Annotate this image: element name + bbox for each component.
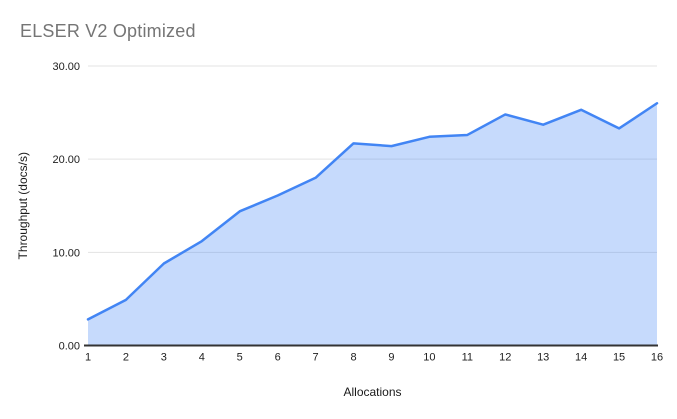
x-tick-label: 10 — [423, 352, 435, 364]
x-tick-label: 7 — [313, 352, 319, 364]
y-axis-title: Throughput (docs/s) — [16, 152, 30, 259]
x-tick-label: 13 — [537, 352, 549, 364]
x-axis-title: Allocations — [343, 385, 401, 399]
x-tick-label: 12 — [499, 352, 511, 364]
x-tick-label: 3 — [161, 352, 167, 364]
x-tick-label: 15 — [613, 352, 625, 364]
chart-title: ELSER V2 Optimized — [20, 21, 196, 41]
x-tick-label: 14 — [575, 352, 587, 364]
area-fill — [88, 103, 657, 346]
x-tick-label: 6 — [275, 352, 281, 364]
x-tick-label: 9 — [388, 352, 394, 364]
x-tick-label: 5 — [237, 352, 243, 364]
x-tick-label: 4 — [199, 352, 205, 364]
y-tick-label: 10.00 — [52, 247, 80, 259]
x-tick-label: 11 — [462, 352, 473, 364]
x-tick-label: 16 — [651, 352, 663, 364]
y-tick-label: 20.00 — [52, 154, 80, 166]
x-tick-label: 8 — [350, 352, 356, 364]
y-tick-label: 0.00 — [59, 341, 80, 353]
series-line — [86, 102, 659, 321]
y-tick-label: 30.00 — [52, 61, 80, 73]
x-tick-label: 1 — [85, 352, 91, 364]
x-tick-label: 2 — [123, 352, 129, 364]
